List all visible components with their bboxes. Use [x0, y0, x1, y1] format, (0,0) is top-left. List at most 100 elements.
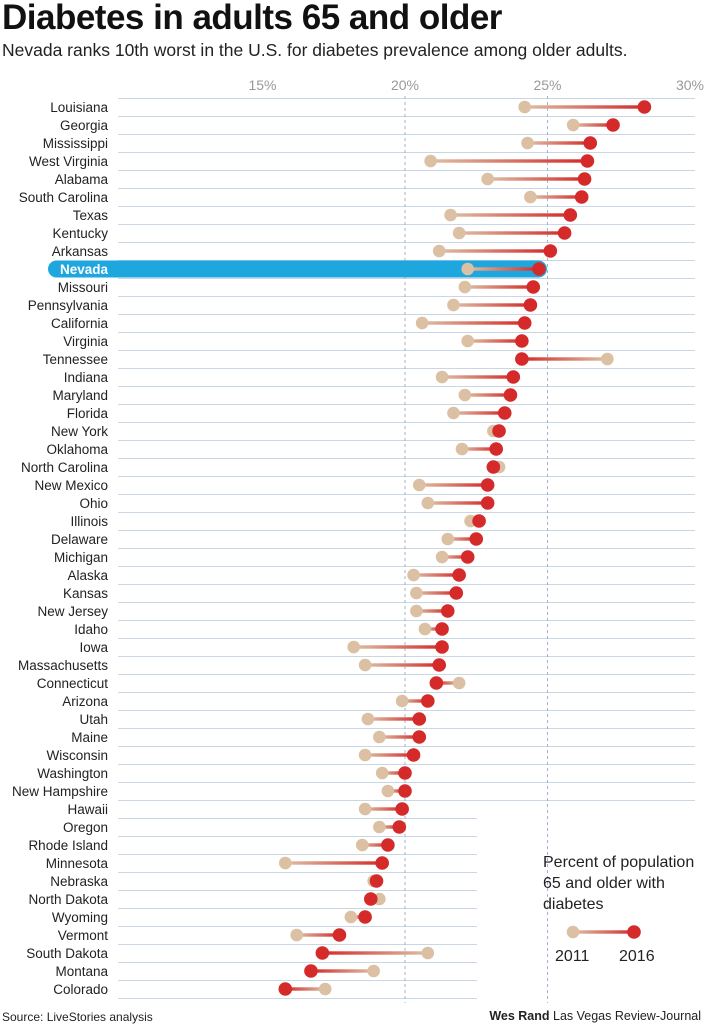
dot-2011	[452, 676, 466, 690]
connector-line	[416, 609, 448, 613]
connector-line	[310, 969, 374, 973]
state-label: Wyoming	[52, 910, 108, 925]
connector-line	[362, 843, 388, 847]
dot-2016	[526, 280, 541, 294]
dot-2011	[461, 262, 475, 276]
dot-2011	[318, 982, 332, 996]
dot-2016	[278, 982, 293, 996]
dot-2016	[557, 226, 572, 240]
highlight-bar-nevada	[48, 260, 547, 278]
x-tick-label: 20%	[391, 77, 419, 93]
dot-2016	[486, 460, 501, 474]
connector-line	[424, 627, 443, 631]
dot-2016	[543, 244, 558, 258]
connector-line	[450, 213, 571, 217]
state-labels: Louisiana Georgia Mississippi West Virginia…	[12, 100, 109, 997]
dot-2011	[481, 172, 494, 186]
dot-2011	[521, 136, 534, 150]
dot-2016	[523, 298, 538, 312]
connector-line	[285, 861, 383, 865]
dot-2011	[347, 640, 361, 654]
connector-line	[427, 501, 488, 505]
state-label: Massachusetts	[18, 658, 108, 673]
dot-2016	[517, 316, 532, 330]
dot-2016	[489, 442, 504, 456]
connector-line	[379, 825, 400, 829]
dot-2016	[435, 640, 449, 654]
source-note: Source: LiveStories analysis	[2, 1010, 153, 1024]
dot-2016	[392, 820, 407, 834]
dot-2011	[358, 802, 372, 816]
connector-line	[365, 753, 414, 757]
dot-2011	[415, 316, 429, 330]
state-label: Maryland	[52, 388, 108, 403]
dot-2011	[447, 298, 460, 312]
dot-2016	[492, 424, 506, 438]
dot-2011	[435, 550, 449, 564]
state-label: California	[51, 316, 109, 331]
dot-2016	[412, 730, 427, 744]
state-label: Kansas	[63, 586, 108, 601]
dot-2011	[566, 118, 580, 132]
state-label: New Hampshire	[12, 784, 108, 799]
state-label: Nebraska	[50, 874, 108, 889]
state-label: New York	[51, 424, 108, 439]
credit-name: Wes Rand	[489, 1009, 550, 1023]
x-tick-label: 15%	[248, 77, 276, 93]
connector-line	[459, 231, 565, 235]
dot-2016	[304, 964, 318, 978]
connector-line	[416, 591, 457, 595]
connector-line	[462, 447, 497, 451]
legend-dot-2011	[566, 925, 580, 939]
dot-2016	[449, 586, 464, 600]
dot-2011	[444, 208, 457, 222]
connector-line	[442, 375, 514, 379]
dot-2016	[532, 262, 546, 276]
dot-2011	[421, 496, 435, 510]
connector-line	[573, 123, 614, 127]
connector-line	[422, 321, 525, 325]
state-label: Virginia	[63, 334, 108, 349]
state-label: Alaska	[67, 568, 108, 583]
state-label: Oklahoma	[46, 442, 108, 457]
connector-line	[430, 159, 588, 163]
dot-2016	[452, 568, 466, 582]
connector-line	[524, 105, 645, 109]
state-label: Kentucky	[52, 226, 108, 241]
state-label: Nevada	[60, 262, 109, 277]
connector-line	[387, 789, 405, 793]
dot-2011	[410, 586, 423, 600]
dot-2011	[447, 406, 460, 420]
state-label: New Jersey	[37, 604, 108, 619]
dot-2016	[332, 928, 347, 942]
state-label: Vermont	[58, 928, 109, 943]
dot-2011	[373, 820, 386, 834]
x-tick-label: 25%	[533, 77, 561, 93]
state-label: Mississippi	[43, 136, 108, 151]
dot-2011	[361, 712, 375, 726]
connector-line	[453, 303, 531, 307]
state-label: Montana	[55, 964, 108, 979]
dot-2011	[367, 964, 380, 978]
dot-2016	[506, 370, 521, 384]
credit-line: Wes Rand Las Vegas Review-Journal	[489, 1009, 701, 1023]
dot-2016	[358, 910, 372, 924]
dot-2011	[435, 370, 449, 384]
dot-2016	[440, 604, 455, 618]
connector-line	[442, 555, 468, 559]
state-label: Florida	[67, 406, 109, 421]
connector-line	[467, 267, 539, 271]
dot-2011	[424, 154, 437, 168]
dot-2011	[418, 622, 432, 636]
dot-2016	[574, 190, 589, 204]
dot-2011	[452, 226, 466, 240]
connector-line	[419, 483, 488, 487]
state-label: Minnesota	[46, 856, 109, 871]
dot-2011	[381, 784, 395, 798]
state-label: New Mexico	[34, 478, 108, 493]
state-label: Missouri	[58, 280, 108, 295]
dot-2011	[358, 658, 372, 672]
dot-2016	[472, 514, 486, 528]
dot-2016	[480, 496, 495, 510]
connector-line	[379, 735, 420, 739]
